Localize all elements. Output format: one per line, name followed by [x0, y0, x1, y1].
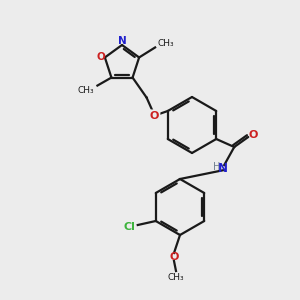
Text: O: O [169, 252, 179, 262]
Text: CH₃: CH₃ [168, 272, 184, 281]
Text: H: H [213, 162, 220, 172]
Text: N: N [118, 36, 126, 46]
Text: Cl: Cl [124, 222, 136, 232]
Text: CH₃: CH₃ [78, 86, 94, 95]
Text: O: O [97, 52, 105, 62]
Text: CH₃: CH₃ [157, 39, 174, 48]
Text: N: N [218, 161, 228, 175]
Text: O: O [150, 111, 159, 121]
Text: O: O [249, 130, 258, 140]
